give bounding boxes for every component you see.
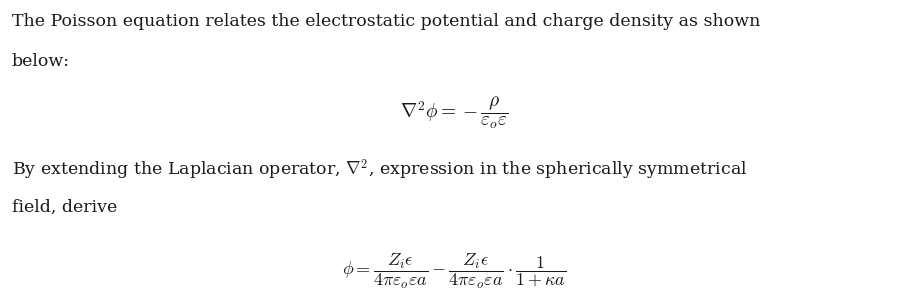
Text: field, derive: field, derive <box>12 199 117 216</box>
Text: $\phi = \dfrac{Z_i \epsilon}{4\pi\varepsilon_{o}\varepsilon a} - \dfrac{Z_i \eps: $\phi = \dfrac{Z_i \epsilon}{4\pi\vareps… <box>341 251 567 291</box>
Text: below:: below: <box>12 53 70 70</box>
Text: $\nabla^{2}\phi = -\dfrac{\rho}{\varepsilon_{o}\varepsilon}$: $\nabla^{2}\phi = -\dfrac{\rho}{\varepsi… <box>400 95 508 132</box>
Text: By extending the Laplacian operator, $\nabla^{2}$, expression in the spherically: By extending the Laplacian operator, $\n… <box>12 157 747 182</box>
Text: The Poisson equation relates the electrostatic potential and charge density as s: The Poisson equation relates the electro… <box>12 13 760 30</box>
